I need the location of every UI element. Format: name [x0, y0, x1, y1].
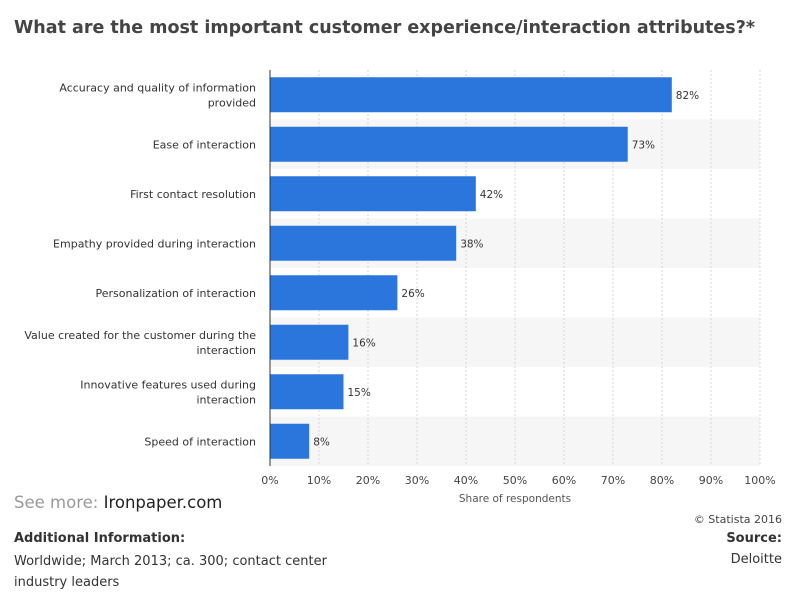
x-tick-label: 100% [744, 474, 775, 487]
value-label: 42% [480, 189, 503, 201]
x-tick-label: 60% [552, 474, 576, 487]
x-tick-label: 80% [650, 474, 674, 487]
category-label: Value created for the customer during th… [24, 329, 256, 357]
see-more-prefix: See more: [14, 493, 99, 512]
bar [270, 275, 398, 311]
value-label: 38% [460, 238, 483, 250]
category-label: Empathy provided during interaction [53, 237, 256, 250]
x-tick-label: 0% [261, 474, 278, 487]
value-label: 26% [401, 288, 424, 300]
category-label: Speed of interaction [144, 435, 256, 448]
chart-title: What are the most important customer exp… [14, 18, 756, 38]
value-label: 73% [632, 139, 655, 151]
category-label: Ease of interaction [153, 138, 256, 151]
bar [270, 225, 457, 261]
value-label: 8% [313, 436, 330, 448]
x-tick-label: 30% [405, 474, 429, 487]
source-label: Source: [726, 531, 782, 546]
x-tick-label: 50% [503, 474, 527, 487]
bar [270, 423, 310, 459]
bar [270, 374, 344, 410]
see-more-link[interactable]: See more: Ironpaper.com [14, 493, 222, 512]
x-tick-label: 20% [356, 474, 380, 487]
category-label: First contact resolution [130, 188, 256, 201]
source-text: Deloitte [730, 552, 782, 567]
bar [270, 324, 349, 360]
category-label: Innovative features used during interacti… [80, 378, 256, 406]
x-tick-label: 10% [307, 474, 331, 487]
value-label: 16% [352, 337, 375, 349]
additional-info-label: Additional Information: [14, 531, 186, 546]
x-tick-label: 70% [601, 474, 625, 487]
bar [270, 77, 672, 113]
see-more-brand: Ironpaper.com [103, 493, 223, 512]
bar [270, 126, 628, 162]
x-tick-label: 90% [699, 474, 723, 487]
value-label: 82% [676, 90, 699, 102]
category-label: Personalization of interaction [96, 287, 257, 300]
copyright-text: © Statista 2016 [693, 513, 782, 526]
additional-info-text: Worldwide; March 2013; ca. 300; contact … [14, 554, 327, 590]
bar [270, 176, 476, 212]
category-label: Accuracy and quality of information provi… [59, 81, 256, 109]
x-tick-label: 40% [454, 474, 478, 487]
row-stripe [270, 416, 760, 466]
x-axis-label: Share of respondents [459, 493, 571, 505]
value-label: 15% [348, 387, 371, 399]
